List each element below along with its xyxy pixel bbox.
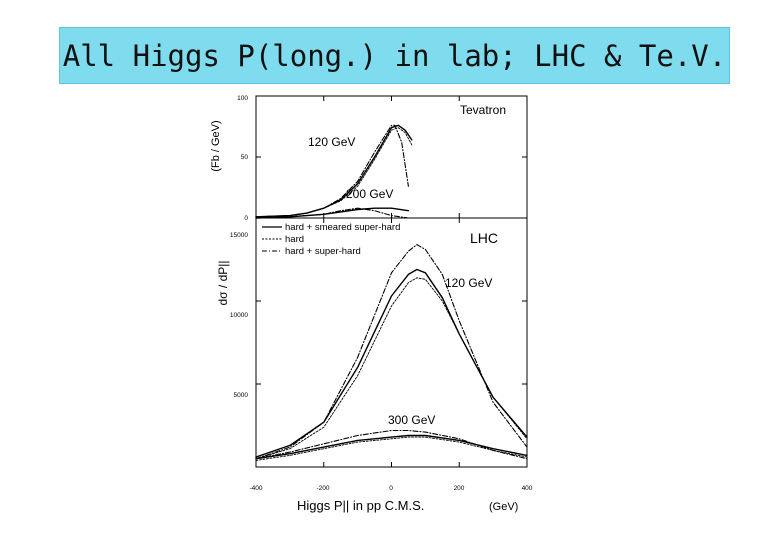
- lhc-series-2: [255, 244, 528, 460]
- slide-title: All Higgs P(long.) in lab; LHC & Te.V.: [62, 38, 727, 73]
- lhc-xtick-0: 0: [389, 485, 393, 492]
- tev-annotation-120: 120 GeV: [308, 135, 355, 149]
- tevatron-series-2: [255, 124, 409, 218]
- legend-entry-superhard: hard + super-hard: [285, 246, 361, 257]
- slide-title-box: All Higgs P(long.) in lab; LHC & Te.V.: [59, 27, 730, 84]
- lhc-series-5: [255, 429, 528, 460]
- lhc-annotation-120: 120 GeV: [445, 276, 492, 290]
- figure-top-strip: [205, 84, 537, 94]
- lhc-ytick-5000: 5000: [234, 392, 249, 399]
- lhc-ytick-15000: 15000: [230, 232, 248, 239]
- lhc-series-0: [255, 268, 528, 458]
- lhc-xtick-200: 200: [454, 485, 465, 492]
- lhc-legend: hard + smeared super-hard hard hard + su…: [262, 222, 400, 257]
- lhc-xlabel: Higgs P|| in pp C.M.S.: [297, 498, 424, 513]
- lhc-series-4: [255, 436, 528, 461]
- lhc-xtick-m200: -200: [316, 485, 329, 492]
- tevatron-panel-label: Tevatron: [460, 103, 506, 117]
- tev-ylabel: (Fb / GeV): [210, 120, 222, 171]
- tevatron-series-4: [255, 207, 409, 219]
- lhc-annotation-300: 300 GeV: [388, 413, 435, 427]
- lhc-ytick-10000: 10000: [230, 312, 248, 319]
- lhc-ylabel: dσ / dP||: [216, 261, 230, 306]
- tev-annotation-200: 200 GeV: [346, 187, 393, 201]
- legend-entry-smeared: hard + smeared super-hard: [285, 222, 400, 233]
- tev-ytick-100: 100: [237, 95, 248, 102]
- legend-entry-hard: hard: [285, 234, 304, 245]
- lhc-xtick-m400: -400: [249, 485, 262, 492]
- tevatron-series-3: [255, 207, 410, 219]
- curves-layer: [255, 124, 528, 461]
- lhc-panel-label: LHC: [470, 230, 498, 246]
- lhc-xunit: (GeV): [489, 501, 518, 513]
- lhc-xtick-400: 400: [522, 485, 533, 492]
- tev-ytick-0: 0: [244, 215, 248, 222]
- tev-ytick-50: 50: [241, 154, 249, 161]
- lhc-series-1: [255, 277, 528, 460]
